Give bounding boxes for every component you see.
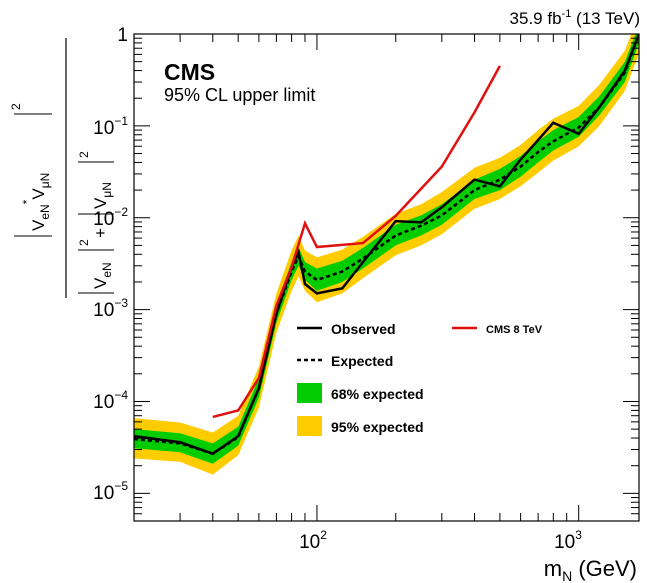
y-tick-label-1e-4: 10−4 [93, 388, 128, 413]
svg-text:2: 2 [9, 103, 23, 110]
legend-observed-label: Observed [331, 321, 396, 337]
observed-line [134, 34, 639, 456]
svg-text:VeN: VeN [91, 262, 114, 289]
svg-text:VeN*VμN: VeN*VμN [20, 173, 52, 231]
x-tick-label-100: 102 [299, 528, 327, 553]
plot-frame [133, 33, 640, 522]
y-tick-label-1e-5: 10−5 [93, 479, 128, 504]
axis-ticks [133, 33, 639, 521]
legend-95-label: 95% expected [331, 419, 424, 435]
lumi-label: 35.9 fb-1 (13 TeV) [510, 8, 640, 28]
legend-cms8-label: CMS 8 TeV [486, 324, 543, 336]
plot-area [134, 34, 639, 475]
y-axis-title: VeN*VμN 2 VeN 2 + VμN 2 [9, 38, 114, 298]
legend-95-swatch [297, 416, 322, 436]
cms-8tev-line [212, 65, 501, 419]
svg-text:2: 2 [77, 239, 91, 246]
band-68-expected [134, 34, 639, 464]
y-tick-label-1e-3: 10−3 [93, 296, 128, 321]
svg-text:2: 2 [77, 151, 91, 158]
legend-68-label: 68% expected [331, 386, 424, 402]
legend: Observed Expected 68% expected 95% expec… [297, 321, 543, 436]
legend-expected-label: Expected [331, 353, 393, 369]
y-tick-label-1: 1 [117, 25, 128, 46]
x-axis-title: mN (GeV) [544, 556, 637, 583]
x-tick-label-1000: 103 [554, 528, 582, 553]
svg-text:VμN: VμN [91, 182, 114, 209]
svg-text:+: + [91, 228, 110, 238]
cl-subtitle: 95% CL upper limit [164, 85, 315, 105]
cms-label: CMS [164, 59, 215, 85]
legend-68-swatch [297, 383, 322, 403]
y-tick-label-1e-1: 10−1 [93, 114, 128, 139]
band-95-expected [134, 34, 639, 475]
